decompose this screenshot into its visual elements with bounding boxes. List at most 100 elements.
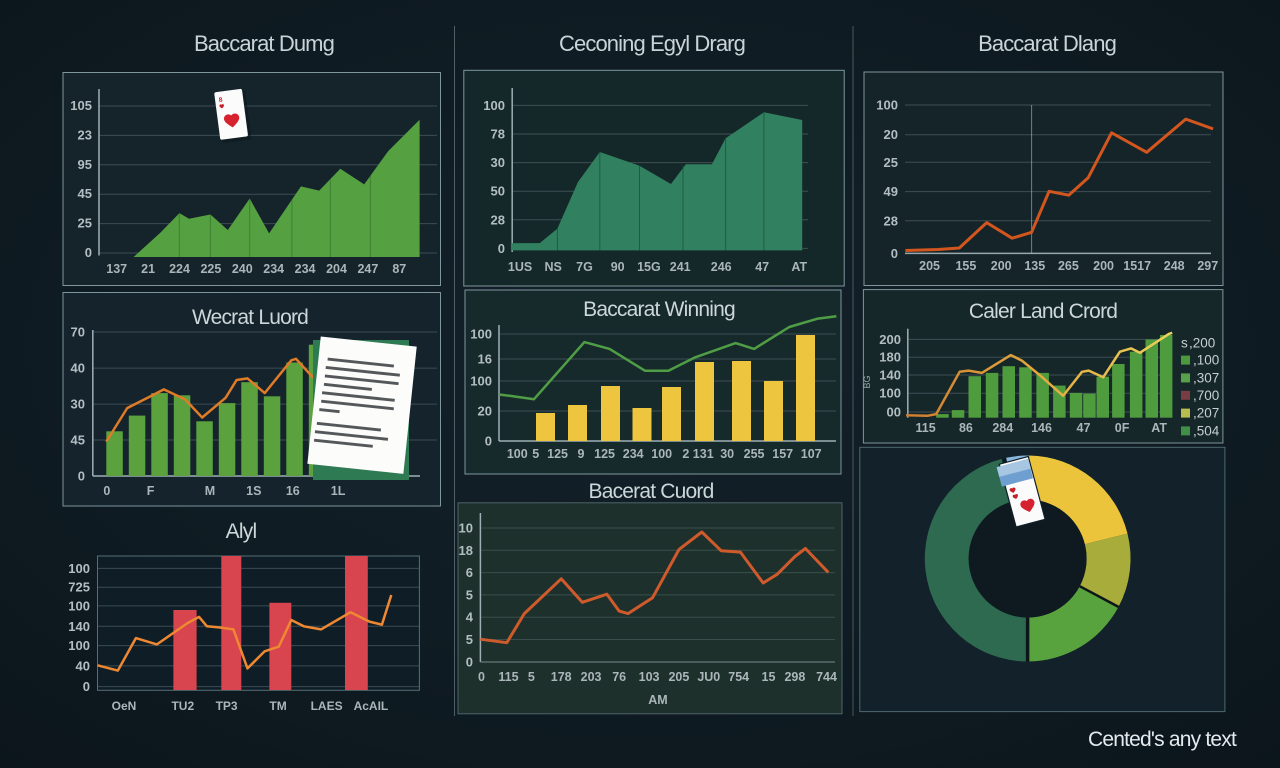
svg-text:Alyl: Alyl (226, 520, 257, 543)
svg-text:23: 23 (78, 127, 92, 142)
svg-text:0: 0 (78, 469, 85, 484)
svg-text:Baccarat Dumg: Baccarat Dumg (194, 31, 334, 56)
svg-text:224: 224 (169, 262, 190, 276)
svg-text:25: 25 (884, 155, 898, 170)
svg-text:70: 70 (71, 325, 85, 340)
svg-text:125: 125 (594, 447, 615, 461)
svg-text:0: 0 (478, 670, 485, 684)
svg-text:Wecrat Luord: Wecrat Luord (192, 306, 308, 329)
svg-text:247: 247 (357, 262, 378, 276)
svg-text:103: 103 (639, 670, 660, 684)
svg-text:Ceconing Egyl Drarg: Ceconing Egyl Drarg (559, 31, 745, 56)
svg-text:754: 754 (728, 670, 749, 684)
svg-text:115: 115 (498, 670, 518, 684)
svg-text:40: 40 (76, 658, 90, 673)
svg-text:Baccarat Dlang: Baccarat Dlang (978, 31, 1116, 56)
svg-text:1517: 1517 (1123, 259, 1151, 273)
svg-text:725: 725 (68, 580, 90, 595)
svg-text:8: 8 (218, 96, 223, 103)
svg-text:OeN: OeN (112, 699, 137, 713)
svg-text:00: 00 (887, 405, 901, 420)
svg-text:30: 30 (491, 155, 505, 170)
svg-text:5: 5 (532, 447, 539, 461)
svg-text:100: 100 (470, 374, 492, 389)
svg-text:,100: ,100 (1193, 353, 1219, 368)
svg-text:246: 246 (711, 260, 732, 274)
svg-text:AT: AT (791, 260, 807, 274)
svg-text:86: 86 (959, 421, 973, 435)
svg-text:265: 265 (1058, 259, 1079, 273)
svg-text:135: 135 (1024, 259, 1045, 273)
svg-text:20: 20 (478, 404, 492, 419)
svg-text:28: 28 (884, 213, 898, 228)
svg-text:0: 0 (83, 679, 90, 694)
svg-text:205: 205 (919, 259, 940, 273)
svg-text:1S: 1S (246, 484, 261, 498)
svg-text:15: 15 (762, 670, 776, 684)
svg-text:LAES: LAES (311, 699, 343, 713)
svg-text:180: 180 (879, 350, 901, 365)
svg-text:225: 225 (200, 262, 221, 276)
svg-text:95: 95 (78, 157, 92, 172)
svg-text:30: 30 (720, 447, 734, 461)
svg-text:15G: 15G (637, 260, 661, 274)
svg-text:76: 76 (612, 670, 626, 684)
svg-text:298: 298 (784, 670, 805, 684)
svg-text:BG: BG (862, 375, 872, 388)
svg-text:s: s (1181, 335, 1188, 350)
svg-text:AcAIL: AcAIL (354, 699, 389, 713)
svg-text:Caler Land Crord: Caler Land Crord (969, 300, 1117, 323)
svg-text:TM: TM (269, 699, 286, 713)
svg-text:90: 90 (611, 260, 625, 274)
svg-text:,200: ,200 (1189, 335, 1215, 350)
svg-text:157: 157 (772, 447, 793, 461)
svg-text:1US: 1US (508, 260, 532, 274)
svg-text:234: 234 (623, 447, 644, 461)
svg-text:45: 45 (78, 186, 92, 201)
svg-text:205: 205 (668, 670, 689, 684)
svg-text:155: 155 (955, 259, 976, 273)
svg-text:100: 100 (651, 447, 672, 461)
svg-text:5: 5 (466, 587, 473, 602)
svg-text:,700: ,700 (1193, 388, 1219, 403)
svg-text:10: 10 (459, 521, 473, 536)
svg-text:140: 140 (68, 619, 90, 634)
svg-text:Bacerat Cuord: Bacerat Cuord (588, 480, 713, 503)
svg-text:240: 240 (232, 262, 253, 276)
svg-text:18: 18 (459, 543, 473, 558)
svg-text:20: 20 (884, 127, 898, 142)
svg-text:47: 47 (1077, 421, 1091, 435)
svg-text:47: 47 (755, 260, 769, 274)
svg-text:0: 0 (103, 484, 110, 498)
svg-text:0F: 0F (1115, 421, 1130, 435)
svg-text:50: 50 (491, 184, 505, 199)
svg-text:297: 297 (1197, 259, 1218, 273)
svg-text:200: 200 (991, 259, 1012, 273)
svg-text:241: 241 (670, 260, 691, 274)
svg-text:87: 87 (392, 262, 406, 276)
svg-text:100: 100 (507, 447, 528, 461)
svg-text:107: 107 (801, 447, 822, 461)
svg-text:NS: NS (545, 260, 562, 274)
svg-text:25: 25 (78, 216, 92, 231)
svg-text:0: 0 (85, 245, 92, 260)
svg-text:45: 45 (71, 433, 85, 448)
svg-text:0: 0 (466, 654, 473, 669)
svg-text:TP3: TP3 (216, 699, 238, 713)
svg-text:100: 100 (68, 561, 90, 576)
svg-text:5: 5 (466, 632, 473, 647)
svg-text:16: 16 (286, 484, 300, 498)
svg-text:Baccarat Winning: Baccarat Winning (583, 298, 735, 321)
svg-text:,307: ,307 (1193, 370, 1219, 385)
svg-text:AM: AM (648, 693, 667, 707)
svg-text:30: 30 (71, 397, 85, 412)
svg-text:,207: ,207 (1193, 406, 1219, 421)
svg-text:5: 5 (528, 670, 535, 684)
svg-text:F: F (147, 484, 155, 498)
svg-text:AT: AT (1151, 421, 1167, 435)
svg-text:9: 9 (578, 447, 585, 461)
svg-text:2 131: 2 131 (682, 447, 713, 461)
svg-text:146: 146 (1031, 421, 1052, 435)
svg-text:Cented's any text: Cented's any text (1088, 728, 1237, 751)
svg-text:100: 100 (68, 598, 90, 613)
